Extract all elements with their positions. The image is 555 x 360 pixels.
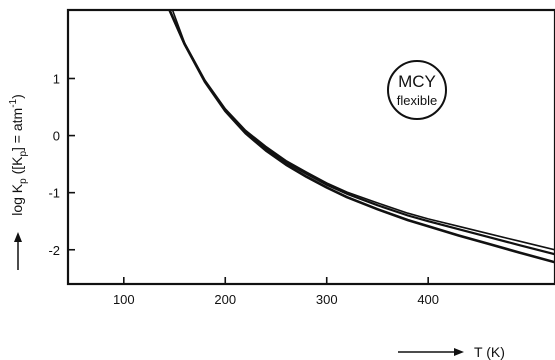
annotation-line1: MCY: [398, 72, 436, 91]
annotation-circle: [387, 60, 447, 120]
x-tick-label: 300: [316, 292, 338, 307]
y-axis-label: log Kp ([Kp] = atm-1): [8, 94, 29, 216]
annotation-badge: MCY flexible: [387, 60, 447, 120]
y-axis-label-group: log Kp ([Kp] = atm-1): [8, 94, 29, 216]
x-axis-label: T (K): [474, 344, 505, 360]
y-tick-label: -1: [48, 186, 60, 201]
series-line-1: [168, 9, 555, 256]
y-tick-label: 0: [53, 129, 60, 144]
x-axis-ticks: 100 200 300 400: [113, 277, 439, 307]
x-tick-label: 200: [214, 292, 236, 307]
annotation-line2: flexible: [397, 93, 437, 108]
y-tick-label: 1: [53, 72, 60, 87]
x-tick-label: 400: [417, 292, 439, 307]
series-line-3: [168, 9, 555, 264]
x-tick-label: 100: [113, 292, 135, 307]
x-axis-arrow: [398, 348, 464, 356]
series-group: [168, 9, 555, 264]
plot-frame: [66, 8, 555, 286]
y-axis-arrow: [14, 232, 22, 270]
y-tick-label: -2: [48, 243, 60, 258]
y-axis-ticks: 1 0 -1 -2: [48, 72, 75, 258]
series-line-2: [171, 9, 555, 251]
